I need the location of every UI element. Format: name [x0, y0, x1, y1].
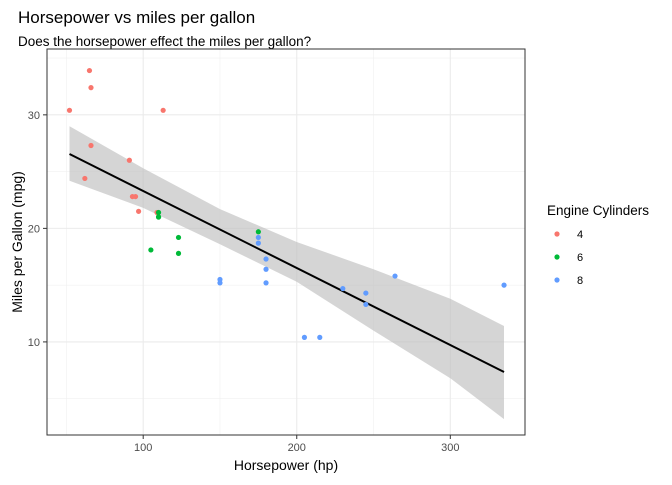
- y-tick-label: 30: [28, 110, 40, 122]
- legend-key-6: [554, 254, 560, 260]
- y-axis: 10 20 30: [28, 110, 47, 349]
- y-tick-label: 20: [28, 223, 40, 235]
- point-cyl-8: [255, 234, 261, 241]
- point-cyl-4: [135, 208, 142, 214]
- legend-label-4: 4: [577, 229, 583, 241]
- legend-key-4: [554, 231, 560, 237]
- point-cyl-6: [155, 209, 162, 216]
- point-cyl-6: [255, 229, 261, 235]
- point-cyl-8: [263, 280, 269, 286]
- point-cyl-8: [301, 334, 308, 340]
- point-cyl-8: [255, 240, 261, 246]
- legend-entries: 4 6 8: [554, 229, 583, 287]
- y-tick-label: 10: [28, 337, 40, 349]
- point-cyl-6: [155, 214, 162, 220]
- point-cyl-8: [263, 266, 269, 272]
- point-cyl-8: [392, 273, 398, 279]
- confidence-band: [69, 126, 504, 420]
- point-cyl-8: [340, 285, 346, 292]
- point-cyl-4: [86, 67, 93, 74]
- point-cyl-4: [126, 157, 132, 163]
- x-tick-label: 100: [134, 442, 152, 454]
- trend-line-layer: [69, 153, 505, 373]
- point-cyl-8: [363, 301, 369, 308]
- point-cyl-8: [317, 334, 323, 340]
- legend-key-8: [554, 277, 560, 283]
- legend-label-6: 6: [577, 252, 583, 264]
- point-cyl-8: [263, 256, 269, 262]
- chart-title: Horsepower vs miles per gallon: [18, 8, 255, 27]
- confidence-band-layer: [69, 126, 504, 420]
- point-cyl-8: [501, 282, 507, 288]
- point-cyl-4: [160, 107, 166, 113]
- point-cyl-4: [66, 107, 73, 113]
- point-cyl-4: [132, 193, 139, 200]
- point-cyl-6: [175, 234, 182, 241]
- plot-border: [46, 48, 526, 436]
- y-axis-label: Miles per Gallon (mpg): [9, 171, 25, 313]
- legend-title: Engine Cylinders: [547, 203, 649, 218]
- point-cyl-8: [363, 290, 369, 296]
- legend-label-8: 8: [577, 275, 583, 287]
- point-cyl-4: [88, 85, 94, 91]
- x-tick-label: 200: [288, 442, 306, 454]
- point-cyl-8: [217, 280, 223, 286]
- point-cyl-6: [148, 247, 154, 253]
- trend-line: [69, 153, 505, 373]
- x-axis-label: Horsepower (hp): [234, 457, 338, 473]
- x-tick-label: 300: [441, 442, 459, 454]
- points-layer: [66, 67, 507, 340]
- point-cyl-4: [88, 142, 94, 149]
- point-cyl-4: [82, 175, 88, 182]
- legend: Engine Cylinders 4 6 8: [547, 203, 649, 287]
- x-axis: 100 200 300: [134, 435, 459, 454]
- point-cyl-6: [175, 250, 182, 256]
- chart-subtitle: Does the horsepower effect the miles per…: [18, 34, 311, 49]
